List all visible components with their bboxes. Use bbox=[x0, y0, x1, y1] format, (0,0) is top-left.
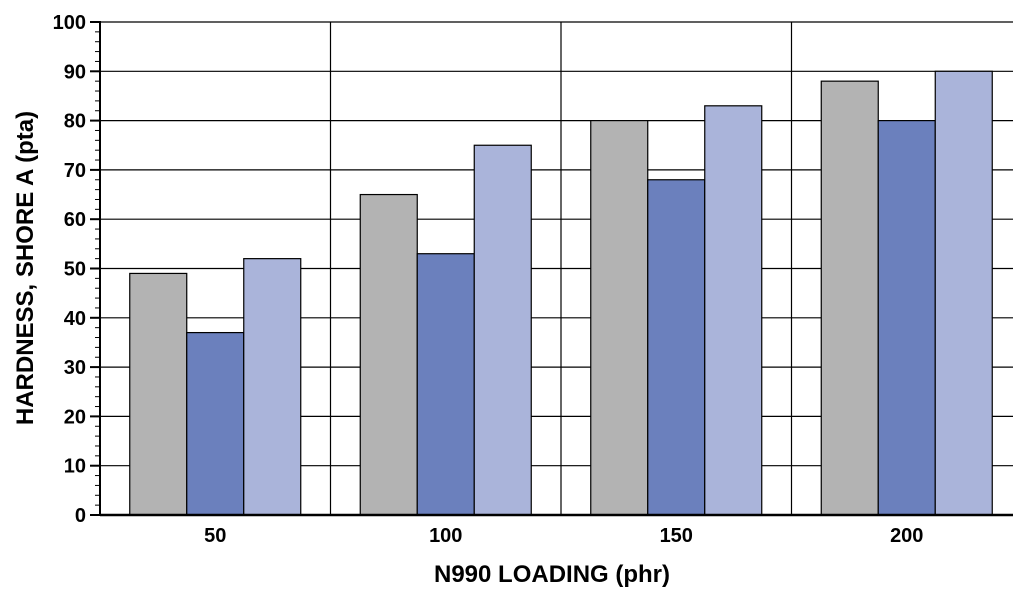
bar bbox=[243, 258, 302, 516]
x-tick-label: 150 bbox=[660, 525, 693, 547]
x-axis-title: N990 LOADING (phr) bbox=[434, 561, 670, 588]
axes bbox=[90, 21, 1013, 517]
x-tick-label: 200 bbox=[890, 525, 923, 547]
y-tick-label: 80 bbox=[64, 111, 86, 133]
y-tick-label: 10 bbox=[64, 456, 86, 478]
x-tick-label: 50 bbox=[204, 525, 226, 547]
y-tick-label: 20 bbox=[64, 406, 86, 428]
y-tick-label: 50 bbox=[64, 259, 86, 281]
bar bbox=[129, 272, 188, 516]
y-tick-label: 90 bbox=[64, 61, 86, 83]
y-tick-labels: 0 10 20 30 40 50 60 70 80 90 100 bbox=[53, 12, 86, 527]
y-tick-label: 60 bbox=[64, 209, 86, 231]
y-axis-title: HARDNESS, SHORE A (pta) bbox=[12, 111, 39, 425]
bar bbox=[473, 144, 532, 516]
bar bbox=[186, 331, 245, 516]
bars bbox=[129, 70, 993, 516]
y-tick-label: 100 bbox=[53, 12, 86, 34]
bar bbox=[934, 70, 993, 516]
x-tick-labels: 50 100 150 200 bbox=[204, 525, 923, 547]
x-tick-label: 100 bbox=[429, 525, 462, 547]
bar bbox=[877, 119, 936, 516]
bar bbox=[416, 253, 475, 516]
y-tick-label: 70 bbox=[64, 160, 86, 182]
bar bbox=[647, 179, 706, 516]
bar bbox=[359, 193, 418, 516]
bar bbox=[704, 105, 763, 516]
y-tick-label: 30 bbox=[64, 357, 86, 379]
y-tick-label: 40 bbox=[64, 308, 86, 330]
y-tick-label: 0 bbox=[75, 505, 86, 527]
bar bbox=[590, 119, 649, 516]
bar bbox=[820, 80, 879, 516]
